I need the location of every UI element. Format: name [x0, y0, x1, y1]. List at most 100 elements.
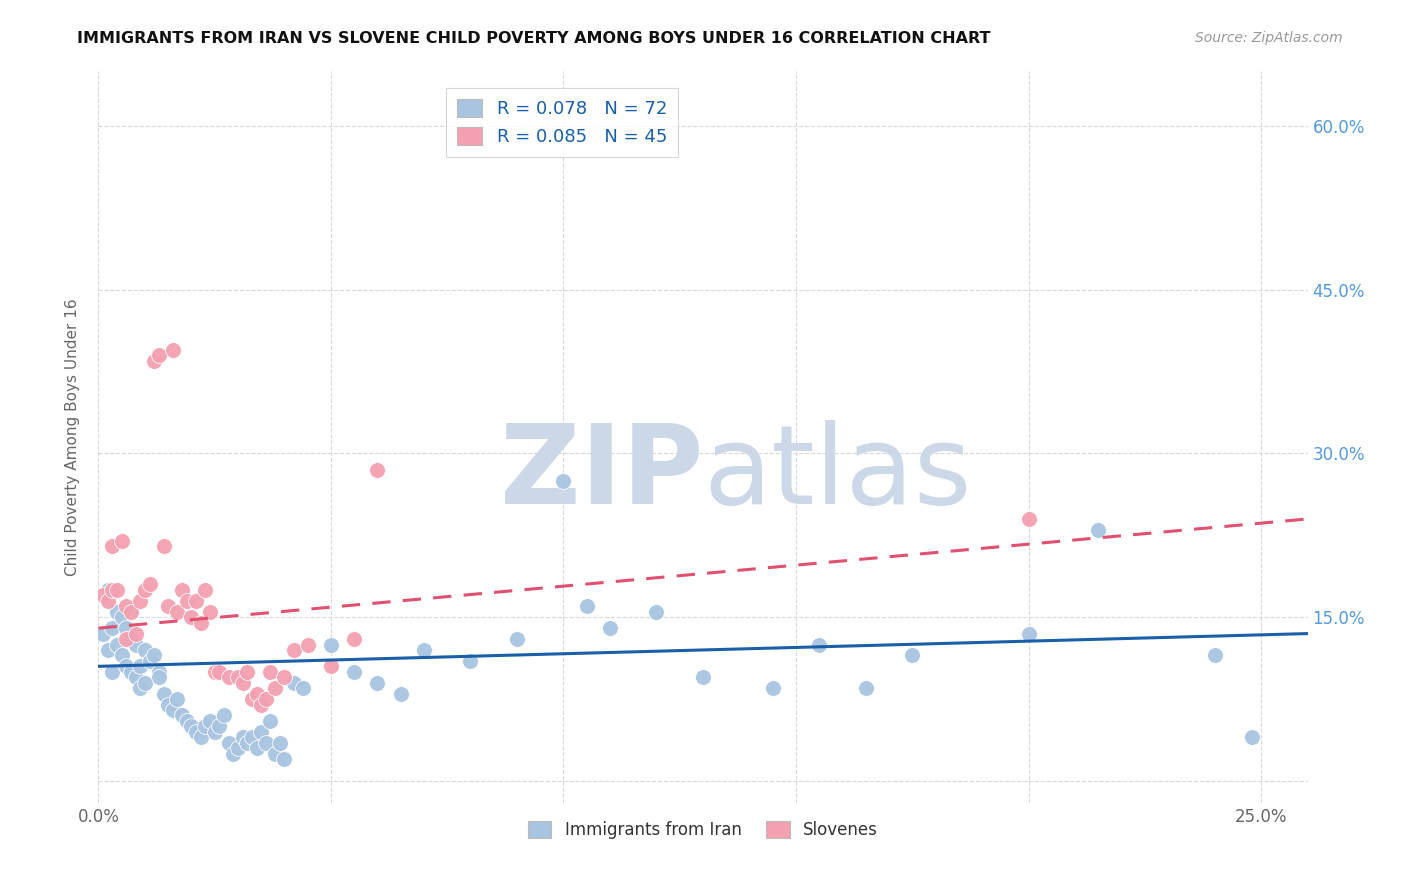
Point — [218, 736, 240, 750]
Point — [172, 582, 194, 597]
Point — [692, 670, 714, 684]
Point — [283, 643, 305, 657]
Point — [198, 714, 221, 728]
Point — [111, 533, 134, 548]
Point — [148, 665, 170, 679]
Point — [115, 599, 138, 614]
Point — [808, 638, 831, 652]
Point — [901, 648, 924, 663]
Point — [143, 648, 166, 663]
Point — [198, 605, 221, 619]
Point — [250, 724, 273, 739]
Point — [218, 670, 240, 684]
Point — [212, 708, 235, 723]
Point — [1018, 512, 1040, 526]
Point — [124, 670, 146, 684]
Point — [190, 615, 212, 630]
Point — [129, 594, 152, 608]
Point — [226, 741, 249, 756]
Point — [134, 675, 156, 690]
Point — [240, 692, 263, 706]
Point — [120, 605, 142, 619]
Text: atlas: atlas — [703, 420, 972, 527]
Point — [162, 703, 184, 717]
Point — [124, 626, 146, 640]
Point — [599, 621, 621, 635]
Point — [226, 670, 249, 684]
Point — [204, 724, 226, 739]
Text: Source: ZipAtlas.com: Source: ZipAtlas.com — [1195, 31, 1343, 45]
Point — [273, 670, 295, 684]
Point — [389, 687, 412, 701]
Point — [184, 724, 207, 739]
Point — [208, 719, 231, 733]
Point — [194, 719, 217, 733]
Point — [1087, 523, 1109, 537]
Point — [236, 736, 259, 750]
Point — [319, 659, 342, 673]
Point — [366, 675, 388, 690]
Point — [97, 594, 120, 608]
Point — [105, 605, 128, 619]
Point — [152, 687, 174, 701]
Point — [269, 736, 291, 750]
Point — [259, 665, 281, 679]
Point — [343, 632, 366, 646]
Point — [222, 747, 245, 761]
Point — [91, 626, 114, 640]
Point — [254, 736, 277, 750]
Point — [157, 698, 180, 712]
Point — [97, 582, 120, 597]
Point — [101, 621, 124, 635]
Y-axis label: Child Poverty Among Boys Under 16: Child Poverty Among Boys Under 16 — [65, 298, 80, 576]
Point — [259, 714, 281, 728]
Point — [762, 681, 785, 695]
Point — [204, 665, 226, 679]
Point — [855, 681, 877, 695]
Point — [134, 582, 156, 597]
Point — [240, 731, 263, 745]
Point — [138, 577, 160, 591]
Point — [166, 692, 188, 706]
Point — [250, 698, 273, 712]
Point — [120, 665, 142, 679]
Point — [166, 605, 188, 619]
Point — [366, 463, 388, 477]
Point — [134, 643, 156, 657]
Point — [232, 675, 254, 690]
Point — [97, 643, 120, 657]
Text: ZIP: ZIP — [499, 420, 703, 527]
Point — [319, 638, 342, 652]
Text: IMMIGRANTS FROM IRAN VS SLOVENE CHILD POVERTY AMONG BOYS UNDER 16 CORRELATION CH: IMMIGRANTS FROM IRAN VS SLOVENE CHILD PO… — [77, 31, 991, 46]
Point — [138, 654, 160, 668]
Point — [115, 621, 138, 635]
Point — [105, 582, 128, 597]
Point — [297, 638, 319, 652]
Point — [506, 632, 529, 646]
Point — [413, 643, 436, 657]
Point — [553, 474, 575, 488]
Point — [1204, 648, 1226, 663]
Point — [172, 708, 194, 723]
Point — [460, 654, 482, 668]
Point — [115, 659, 138, 673]
Point — [292, 681, 315, 695]
Point — [101, 582, 124, 597]
Point — [190, 731, 212, 745]
Point — [245, 741, 267, 756]
Point — [184, 594, 207, 608]
Point — [232, 731, 254, 745]
Point — [148, 670, 170, 684]
Point — [143, 353, 166, 368]
Point — [101, 539, 124, 553]
Point — [105, 638, 128, 652]
Point — [236, 665, 259, 679]
Point — [1018, 626, 1040, 640]
Point — [176, 714, 198, 728]
Point — [157, 599, 180, 614]
Point — [148, 348, 170, 362]
Point — [1240, 731, 1263, 745]
Point — [264, 681, 287, 695]
Point — [254, 692, 277, 706]
Point — [124, 638, 146, 652]
